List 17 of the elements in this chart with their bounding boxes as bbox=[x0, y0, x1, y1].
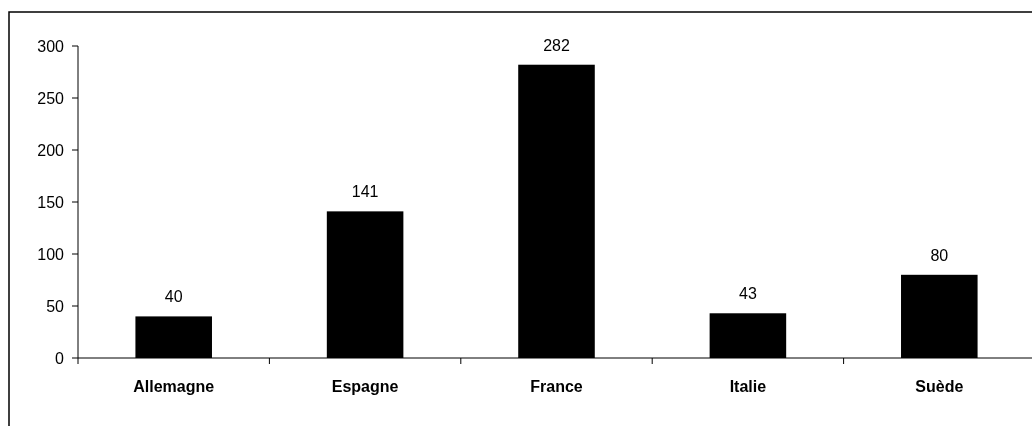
x-tick-label: Espagne bbox=[331, 378, 399, 395]
data-label: 80 bbox=[930, 246, 949, 264]
y-tick-label: 300 bbox=[37, 38, 65, 55]
data-label: 282 bbox=[543, 36, 570, 54]
data-label: 43 bbox=[739, 285, 757, 303]
y-tick-label: 100 bbox=[37, 246, 65, 263]
y-tick-label: 200 bbox=[37, 142, 65, 159]
y-tick-label: 0 bbox=[55, 350, 65, 367]
data-label: 40 bbox=[164, 288, 183, 306]
data-label: 141 bbox=[351, 183, 379, 201]
y-tick-label: 150 bbox=[37, 194, 65, 211]
y-tick-label: 50 bbox=[46, 298, 65, 315]
x-tick-label: Suède bbox=[915, 378, 964, 395]
x-tick-label: Allemagne bbox=[133, 378, 215, 395]
y-tick-label: 250 bbox=[37, 90, 65, 107]
x-tick-label: Italie bbox=[729, 378, 767, 395]
x-tick-label: France bbox=[530, 378, 583, 395]
